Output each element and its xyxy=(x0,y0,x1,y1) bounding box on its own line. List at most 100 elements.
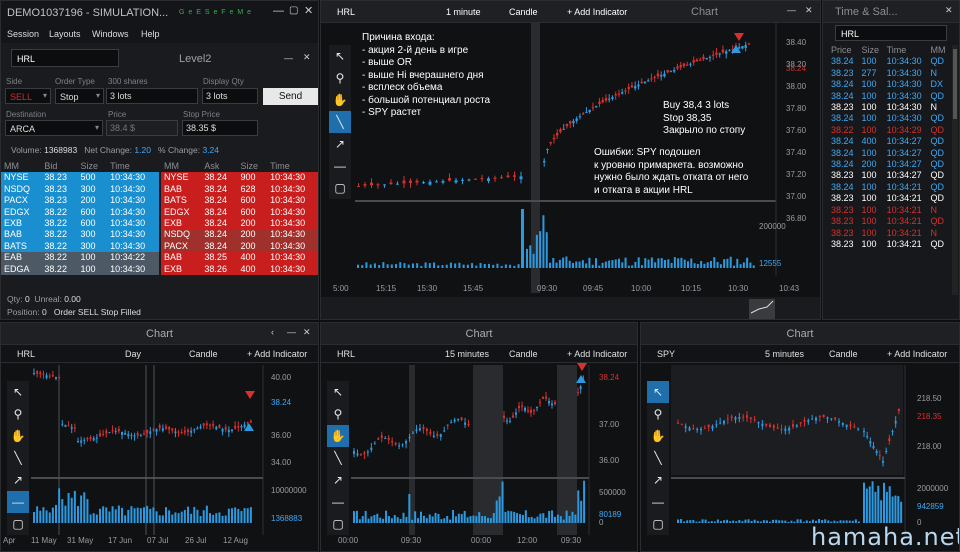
interval-select[interactable]: Day xyxy=(125,349,142,359)
chart-main-plot[interactable]: 38.40 38.20 38.00 37.80 37.60 37.40 37.20 37.00… xyxy=(321,1,821,320)
bid-row[interactable]: EXB 38.22 600 10:34:30 xyxy=(1,218,159,230)
ask-row[interactable]: BATS 38.24 600 10:34:30 xyxy=(161,195,318,207)
bid-row[interactable]: PACX 38.23 200 10:34:30 xyxy=(1,195,159,207)
ask-row[interactable]: NYSE 38.24 900 10:34:30 xyxy=(161,172,318,184)
arrow-tool-icon[interactable]: ↗ xyxy=(332,473,344,487)
menu-session[interactable]: Session xyxy=(7,29,40,39)
bid-row[interactable]: EAB 38.22 100 10:34:22 xyxy=(1,252,159,264)
style-select[interactable]: Candle xyxy=(189,349,218,359)
interval-select[interactable]: 5 minutes xyxy=(765,349,805,359)
close-icon[interactable]: ✕ xyxy=(805,5,813,15)
close-icon[interactable]: ✕ xyxy=(304,5,314,17)
tns-row[interactable]: 38.23 100 10:34:21 QD xyxy=(828,216,950,227)
tns-scroll-thumb[interactable] xyxy=(953,49,957,119)
zoom-icon[interactable]: ⚲ xyxy=(653,407,663,421)
symbol-select[interactable]: SPY xyxy=(657,349,676,359)
tns-row[interactable]: 38.23 100 10:34:21 N xyxy=(828,228,950,239)
symbol-box[interactable]: HRL xyxy=(11,49,119,67)
minimize-icon[interactable]: — xyxy=(287,327,296,337)
ask-row[interactable]: BAB 38.24 628 10:34:30 xyxy=(161,183,318,196)
bid-row[interactable]: BATS 38.22 300 10:34:30 xyxy=(1,240,159,253)
tns-row[interactable]: 38.24 100 10:34:30 QD xyxy=(828,91,950,102)
tns-row[interactable]: 38.24 100 10:34:27 QD xyxy=(828,148,950,159)
hline-tool-icon[interactable]: — xyxy=(7,491,29,513)
ask-row[interactable]: BAB 38.25 400 10:34:30 xyxy=(161,252,318,264)
maximize-icon[interactable]: ▢ xyxy=(289,5,299,16)
rect-tool-icon[interactable]: ▢ xyxy=(332,517,344,531)
ask-row[interactable]: EDGX 38.24 600 10:34:30 xyxy=(161,206,318,219)
rect-tool-icon[interactable]: ▢ xyxy=(334,181,346,195)
close-icon[interactable]: ✕ xyxy=(303,327,311,337)
ask-row[interactable]: NSDQ 38.24 200 10:34:30 xyxy=(161,229,318,241)
send-button[interactable]: Send xyxy=(263,88,318,105)
tns-symbol-box[interactable]: HRL xyxy=(835,25,947,41)
interval-select[interactable]: 1 minute xyxy=(446,7,481,17)
ask-row[interactable]: EXB 38.26 400 10:34:30 xyxy=(161,263,318,276)
rect-tool-icon[interactable]: ▢ xyxy=(652,517,664,531)
tns-row[interactable]: 38.24 200 10:34:27 QD xyxy=(828,159,950,170)
hand-icon[interactable]: ✋ xyxy=(332,93,348,107)
menu-layouts[interactable]: Layouts xyxy=(49,29,81,39)
tns-row[interactable]: 38.23 277 10:34:30 N xyxy=(828,68,950,79)
zoom-icon[interactable]: ⚲ xyxy=(333,407,343,421)
pointer-icon[interactable]: ↖ xyxy=(647,381,669,403)
zoom-icon[interactable]: ⚲ xyxy=(13,407,23,421)
add-indicator-button[interactable]: + Add Indicator xyxy=(887,349,948,359)
display-qty-input[interactable] xyxy=(202,88,258,104)
symbol-select[interactable]: HRL xyxy=(17,349,36,359)
minimize-icon[interactable]: — xyxy=(273,5,284,17)
rect-tool-icon[interactable]: ▢ xyxy=(12,517,24,531)
hline-tool-icon[interactable]: — xyxy=(652,495,664,509)
pointer-icon[interactable]: ↖ xyxy=(332,385,344,399)
add-indicator-button[interactable]: + Add Indicator xyxy=(567,7,628,17)
bid-row[interactable]: NYSE 38.23 500 10:34:30 xyxy=(1,172,159,184)
tns-row[interactable]: 38.24 400 10:34:27 QD xyxy=(828,136,950,147)
back-icon[interactable]: ‹ xyxy=(271,327,274,337)
tns-row[interactable]: 38.24 100 10:34:30 DX xyxy=(828,79,950,90)
tns-row[interactable]: 38.23 100 10:34:21 N xyxy=(828,205,950,216)
chart-day-plot[interactable]: 40.00 38.24 36.00 34.00 10000000 1368883 Apr 11… xyxy=(1,323,319,552)
bid-row[interactable]: EDGA 38.22 100 10:34:30 xyxy=(1,263,159,276)
arrow-tool-icon[interactable]: ↗ xyxy=(652,473,664,487)
tns-row[interactable]: 38.23 100 10:34:21 QD xyxy=(828,193,950,204)
stop-price-input[interactable] xyxy=(182,120,258,136)
hline-tool-icon[interactable]: — xyxy=(334,159,346,173)
arrow-tool-icon[interactable]: ↗ xyxy=(334,137,346,151)
side-select[interactable]: SELL ▾ xyxy=(5,88,51,104)
menu-help[interactable]: Help xyxy=(141,29,160,39)
line-tool-icon[interactable]: ╲ xyxy=(14,451,22,465)
arrow-tool-icon[interactable]: ↗ xyxy=(12,473,24,487)
bid-row[interactable]: BAB 38.22 300 10:34:30 xyxy=(1,229,159,241)
style-select[interactable]: Candle xyxy=(509,349,538,359)
tns-row[interactable]: 38.22 100 10:34:29 QD xyxy=(828,125,950,136)
minimize-icon[interactable]: — xyxy=(787,5,796,15)
line-tool-icon[interactable]: ╲ xyxy=(654,451,662,465)
bid-row[interactable]: NSDQ 38.23 300 10:34:30 xyxy=(1,183,159,196)
close-icon[interactable]: ✕ xyxy=(945,5,953,15)
chart-spy-plot[interactable]: 218.50 218.35 218.00 2000000 942859 0 xyxy=(641,323,960,552)
symbol-select[interactable]: HRL xyxy=(337,349,356,359)
pointer-icon[interactable]: ↖ xyxy=(12,385,24,399)
tns-row[interactable]: 38.24 100 10:34:30 QD xyxy=(828,56,950,67)
tns-scrollbar[interactable] xyxy=(952,45,958,295)
hand-icon[interactable]: ✋ xyxy=(327,425,349,447)
menu-windows[interactable]: Windows xyxy=(92,29,129,39)
tns-row[interactable]: 38.23 100 10:34:27 QD xyxy=(828,170,950,181)
panel-close-icon[interactable]: — xyxy=(284,53,293,63)
hline-tool-icon[interactable]: — xyxy=(332,495,344,509)
add-indicator-button[interactable]: + Add Indicator xyxy=(567,349,628,359)
ask-row[interactable]: PACX 38.24 200 10:34:30 xyxy=(161,240,318,253)
style-select[interactable]: Candle xyxy=(829,349,858,359)
order-type-select[interactable]: Stop ▾ xyxy=(55,88,104,104)
style-select[interactable]: Candle xyxy=(509,7,538,17)
hand-icon[interactable]: ✋ xyxy=(650,429,666,443)
line-tool-icon[interactable]: ╲ xyxy=(334,451,342,465)
lots-input[interactable] xyxy=(106,88,198,104)
hand-icon[interactable]: ✋ xyxy=(10,429,26,443)
price-input[interactable] xyxy=(106,120,178,136)
interval-select[interactable]: 15 minutes xyxy=(445,349,490,359)
ask-row[interactable]: EXB 38.24 200 10:34:30 xyxy=(161,218,318,230)
add-indicator-button[interactable]: + Add Indicator xyxy=(247,349,308,359)
destination-select[interactable]: ARCA ▾ xyxy=(5,120,103,136)
